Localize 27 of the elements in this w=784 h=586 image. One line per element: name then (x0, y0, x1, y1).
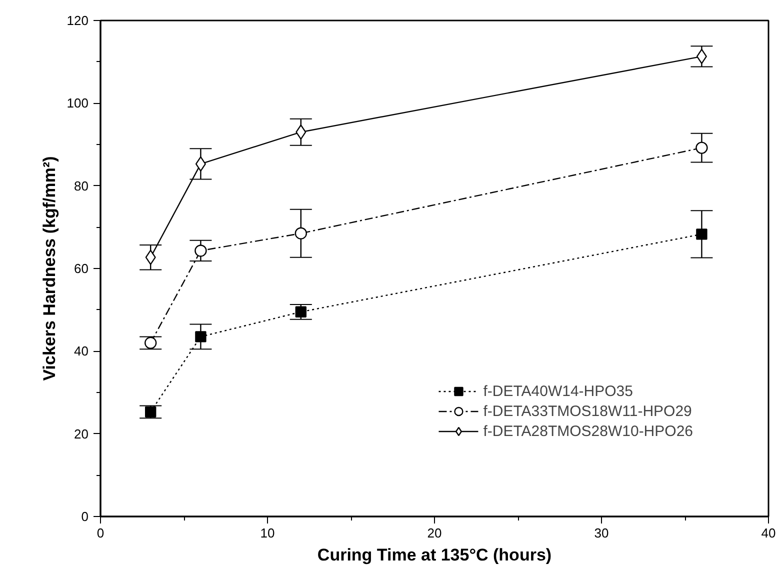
point (194, 244, 207, 257)
y-tick-label: 20 (74, 426, 89, 442)
y-tick-label: 100 (66, 96, 89, 111)
legend-label: f-DETA28TMOS28W10-HPO26 (483, 422, 693, 440)
y-tick-label: 40 (74, 344, 89, 359)
y-tick-label: 80 (74, 178, 89, 194)
x-tick-label: 10 (260, 526, 275, 540)
point (696, 228, 708, 240)
y-tick-label: 120 (66, 13, 89, 28)
point (696, 142, 708, 154)
legend-label: f-DETA40W14-HPO35 (483, 382, 633, 400)
legend-label: f-DETA33TMOS18W11-HPO29 (483, 402, 692, 420)
x-tick-label: 20 (427, 526, 442, 540)
y-axis-title: Vickers Hardness (kgf/mm²) (40, 156, 59, 381)
point (296, 124, 306, 140)
point (294, 227, 307, 240)
x-tick-label: 0 (96, 526, 104, 540)
point (195, 331, 206, 342)
point (145, 406, 156, 418)
point (295, 306, 306, 318)
y-tick-label: 0 (81, 509, 89, 524)
point (145, 250, 156, 265)
point (144, 336, 157, 349)
x-tick-label: 30 (594, 526, 609, 540)
y-tick-label: 60 (74, 261, 89, 276)
x-axis-title: Curing Time at 135°C (hours) (317, 546, 552, 564)
x-tick-label: 40 (761, 526, 776, 540)
